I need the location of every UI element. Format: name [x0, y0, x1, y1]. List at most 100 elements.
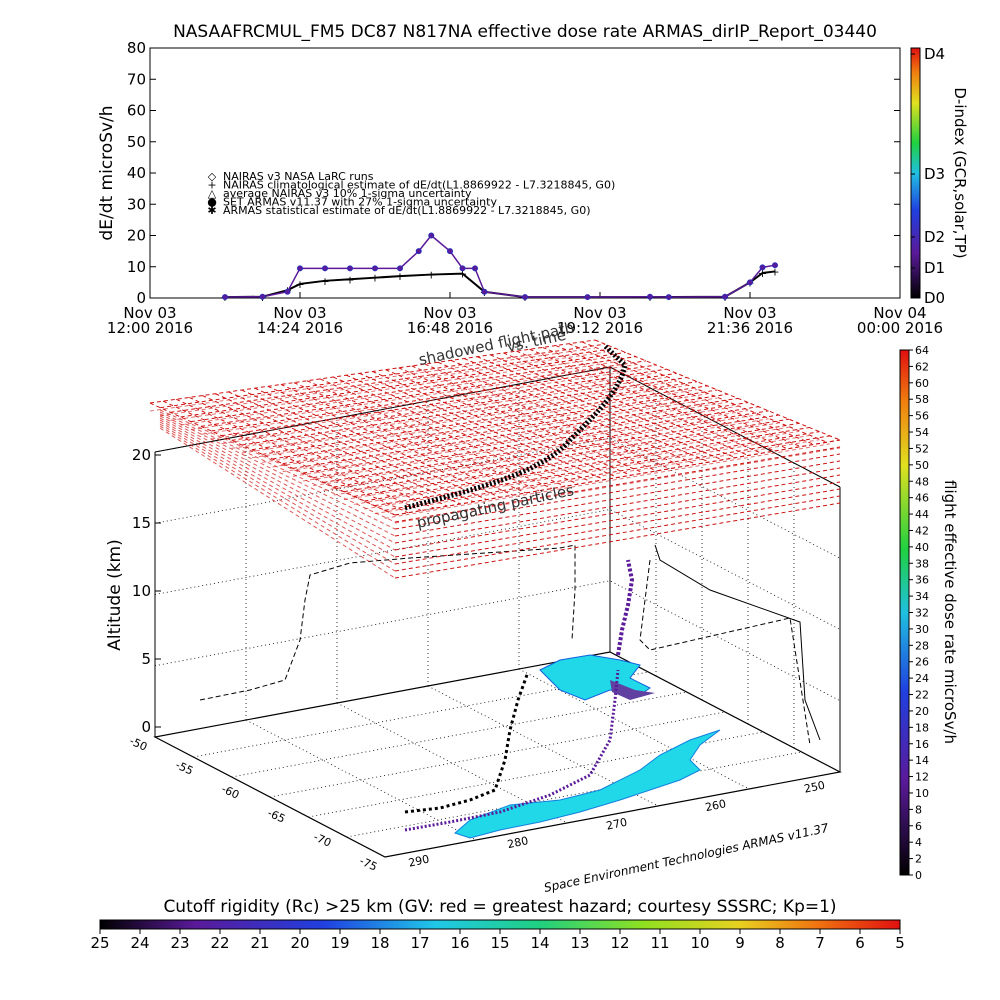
armas-point [321, 265, 328, 272]
dose-tick-label: 26 [915, 656, 929, 669]
armas-point [772, 262, 779, 269]
legend-symbol: ● [207, 196, 217, 209]
x-tick-label-date: Nov 03 [273, 304, 326, 322]
particle-curtain-line [394, 446, 841, 523]
particle-grid-line [319, 378, 566, 487]
nairas-point: + [770, 265, 779, 278]
particle-grid-line [306, 380, 553, 489]
land-dose-overlay [610, 680, 655, 700]
latitude-axis: -50 -55 -60 -65 -70 -75 [127, 734, 379, 873]
dose-tick-label: 32 [915, 607, 929, 620]
armas-point [428, 232, 435, 239]
rigidity-tick-label: 18 [370, 934, 389, 952]
particle-grid-line [180, 352, 626, 418]
particle-grid-line [516, 350, 762, 454]
shadow-track-right-wall-2 [639, 559, 811, 746]
rigidity-tick-label: 6 [855, 934, 865, 952]
particle-grid-line [437, 361, 684, 467]
shadow-tracks [199, 544, 821, 746]
particle-grid-line [293, 382, 540, 492]
dose-tick-label: 62 [915, 360, 929, 373]
x-tick-label-time: 19:12 2016 [557, 319, 643, 337]
particle-grid-line [529, 348, 775, 452]
legend-symbol: + [207, 179, 216, 192]
box-top-edge [154, 366, 841, 488]
particle-grid-line [228, 391, 474, 503]
particle-grid-line [333, 376, 579, 485]
particle-grid-line [149, 402, 396, 516]
land-mass-map [454, 654, 721, 839]
x-tick-label-time: 12:00 2016 [107, 319, 193, 337]
altitude-tick-label: 10 [132, 582, 151, 600]
particle-curtain-line [394, 488, 841, 565]
armas-point [296, 265, 303, 272]
nairas-point: + [345, 273, 354, 286]
particle-grid-line [346, 374, 592, 483]
y-tick-label: 70 [127, 70, 146, 88]
particle-grid-line-lower [384, 443, 830, 519]
3d-box-frame [153, 366, 842, 858]
d-index-ticks: D0 D1 D2 D3 D4 [911, 45, 945, 307]
particle-curtain-line [394, 474, 841, 551]
wall-grid-line [154, 509, 841, 630]
y-tick-label: 0 [136, 289, 146, 307]
y-tick-label: 40 [127, 164, 146, 182]
dose-rate-colorbar [899, 349, 910, 876]
dose-tick-label: 2 [915, 853, 922, 866]
particle-curtain-line [159, 411, 396, 523]
d-tick-label: D2 [924, 228, 945, 246]
particle-grid-line [398, 367, 644, 474]
land-antarctic-peninsula [454, 729, 721, 839]
particle-grid-line [252, 381, 698, 451]
latitude-tick-label: -60 [219, 782, 241, 801]
dose-tick-label: 12 [915, 771, 929, 784]
rigidity-tick-label: 25 [90, 934, 109, 952]
d-tick-label: D1 [924, 259, 945, 277]
legend-label: ARMAS statistical estimate of dE/dt(L1.8… [223, 204, 590, 217]
nairas-point: + [370, 272, 379, 285]
particle-grid-line-lower [252, 389, 698, 459]
dose-tick-label: 64 [915, 344, 929, 357]
dose-tick-label: 22 [915, 689, 929, 702]
particle-grid-line [160, 343, 606, 409]
particle-grid-line [162, 400, 409, 514]
latitude-tick-label: -70 [311, 830, 333, 849]
rigidity-tick-label: 20 [290, 934, 309, 952]
armas-point [722, 293, 729, 300]
d-index-colorbar [910, 47, 921, 299]
particle-grid-line-lower [354, 430, 800, 505]
dose-tick-label: 34 [915, 590, 929, 603]
particle-grid-line [215, 393, 461, 505]
flight-path-high [404, 344, 628, 511]
top-y-axis-label: dE/dt microSv/h [97, 105, 117, 240]
ground-track-dose [404, 669, 620, 832]
rigidity-tick-label: 23 [170, 934, 189, 952]
top-legend: ◇ NAIRAS v3 NASA LaRC runs + NAIRAS climato… [207, 170, 615, 217]
rigidity-tick-label: 7 [815, 934, 825, 952]
particle-grid-line [231, 372, 677, 441]
x-tick-label-time: 00:00 2016 [857, 319, 943, 337]
particle-grid-line [282, 393, 728, 465]
dose-tick-label: 4 [915, 836, 922, 849]
particle-grid-line [581, 341, 828, 443]
wall-grid-line [154, 580, 841, 702]
particle-grid-line [202, 395, 448, 507]
particle-grid-line [354, 422, 800, 497]
particle-curtain-line [159, 421, 396, 558]
dose-tick-label: 16 [915, 738, 929, 751]
particle-grid-line [303, 402, 749, 474]
particle-grid-line [568, 343, 815, 445]
floor-grid-line [518, 668, 750, 790]
x-tick-label-date: Nov 03 [723, 304, 776, 322]
x-tick-label-date: Nov 03 [573, 304, 626, 322]
particle-curtain-line [159, 423, 396, 565]
rigidity-tick-label: 10 [690, 934, 709, 952]
particle-grid-line [542, 346, 788, 450]
dose-tick-label: 56 [915, 410, 929, 423]
particle-curtain-line [394, 439, 841, 516]
nairas-point: + [758, 267, 767, 280]
y-tick-label: 80 [127, 39, 146, 57]
x-tick-label-date: Nov 03 [423, 304, 476, 322]
particle-grid-line [477, 356, 723, 461]
flight-path-descent [616, 559, 635, 656]
